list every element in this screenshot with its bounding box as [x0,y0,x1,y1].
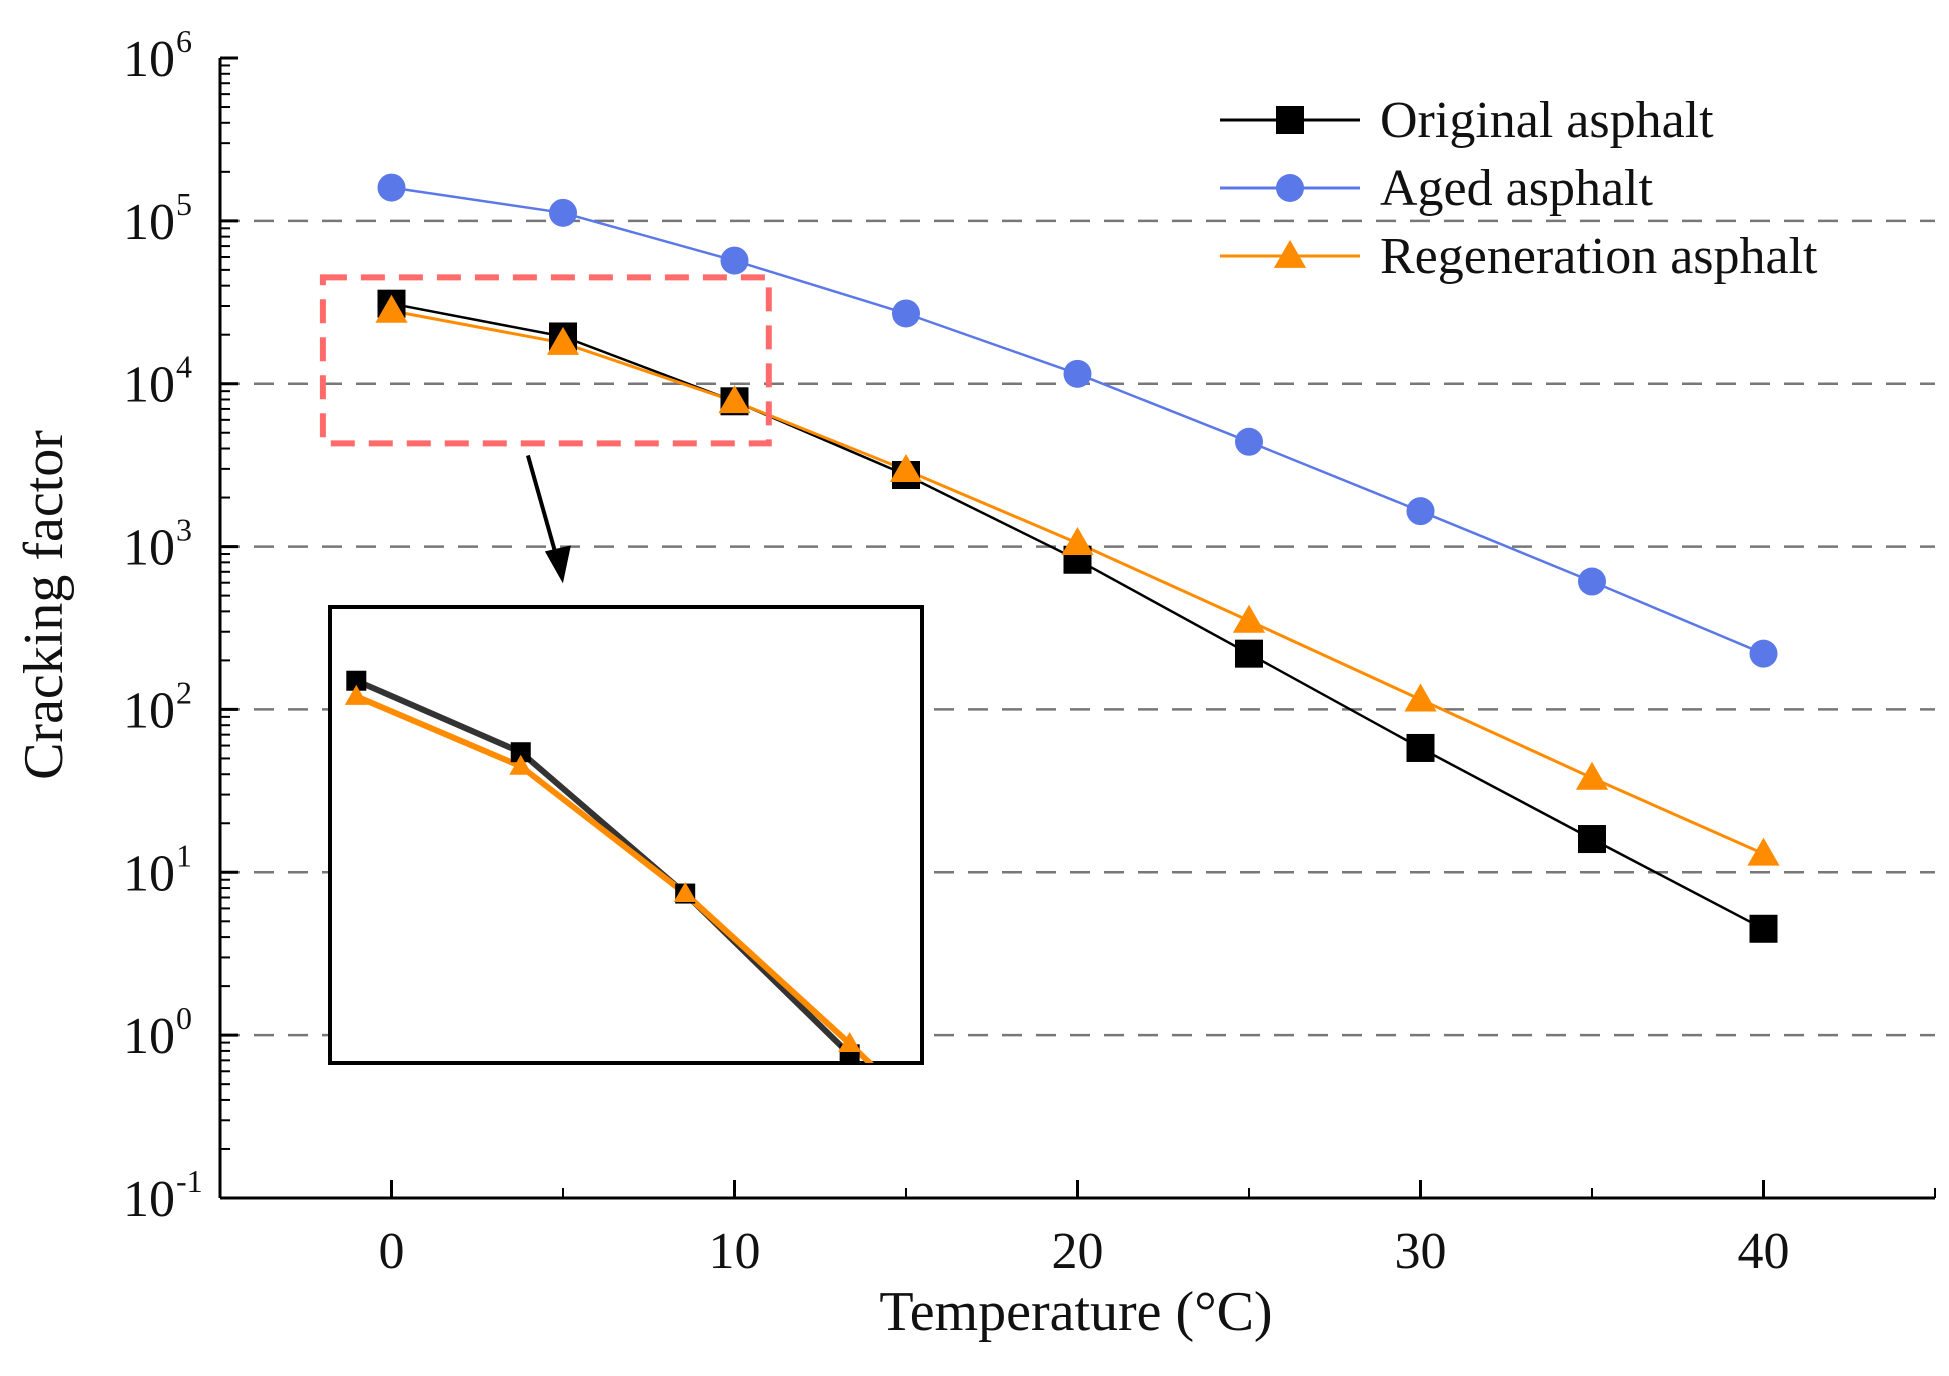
y-tick-label: 10 [123,520,175,577]
y-tick-label: 10 [123,845,175,902]
axes: 10 -110 010 110 210 310 410 510 60 10 20 30 40 [123,23,1936,1280]
square-marker [1235,639,1263,668]
zoom-arrow-head [544,545,571,584]
circle-marker [549,198,577,227]
y-tick-label: 10 [123,31,175,88]
zoom-box [319,274,772,584]
x-tick-label: 20 [1052,1223,1104,1280]
y-tick-exponent: -1 [176,1163,203,1199]
y-tick-exponent: 0 [176,1000,192,1036]
triangle-marker [546,326,580,355]
y-tick-exponent: 5 [176,186,192,222]
square-marker [510,742,531,763]
triangle-marker [509,754,533,775]
circle-marker [377,173,406,202]
y-tick-exponent: 6 [176,23,192,59]
y-tick-label: 10 [123,1008,175,1065]
y-tick-label: 10 [123,682,175,739]
circle-marker [1235,427,1263,456]
circle-marker [1406,497,1435,526]
y-tick-exponent: 2 [176,674,192,710]
zoom-arrow-shaft [525,454,561,566]
circle-marker [1749,639,1778,668]
inset-series [344,670,875,1063]
circle-marker [1578,567,1606,596]
x-tick-label: 40 [1738,1223,1790,1280]
y-axis-title: Cracking factor [13,430,75,780]
inset-plot [328,605,924,1065]
circle-marker [1063,359,1092,388]
triangle-marker [344,684,368,705]
data-series [375,173,1780,943]
y-tick-exponent: 3 [176,512,192,548]
x-tick-label: 10 [709,1223,761,1280]
square-marker [1578,825,1606,854]
x-tick-label: 0 [379,1223,405,1280]
triangle-marker [1404,683,1437,712]
zoom-region-box [319,274,772,447]
x-axis-title: Temperature (°C) [879,1281,1272,1343]
y-tick-label: 10 [123,194,175,251]
triangle-marker [889,453,923,482]
triangle-marker [1575,761,1609,790]
triangle-marker [1061,527,1094,556]
triangle-marker [1273,239,1307,268]
legend-label: Original asphalt [1380,92,1714,149]
triangle-marker [838,1032,862,1053]
square-marker [1276,106,1304,134]
circle-marker [1276,174,1304,202]
triangle-marker [375,294,408,323]
legend: Original asphalt Aged asphalt Regeneration… [1220,92,1818,285]
square-marker [346,670,367,691]
y-tick-exponent: 4 [176,349,192,385]
inset-frame [328,605,924,1065]
legend-label: Regeneration asphalt [1380,228,1818,285]
legend-label: Aged asphalt [1380,160,1653,217]
triangle-marker [673,882,697,903]
circle-marker [892,299,920,328]
circle-marker [720,246,749,275]
y-tick-label: 10 [123,357,175,414]
y-tick-exponent: 1 [176,837,192,873]
triangle-marker [718,385,751,414]
square-marker [1749,914,1778,943]
square-marker [1406,733,1435,762]
y-tick-label: 10 [123,1171,175,1228]
triangle-marker [1747,837,1780,866]
triangle-marker [1232,604,1266,633]
x-tick-label: 30 [1395,1223,1447,1280]
